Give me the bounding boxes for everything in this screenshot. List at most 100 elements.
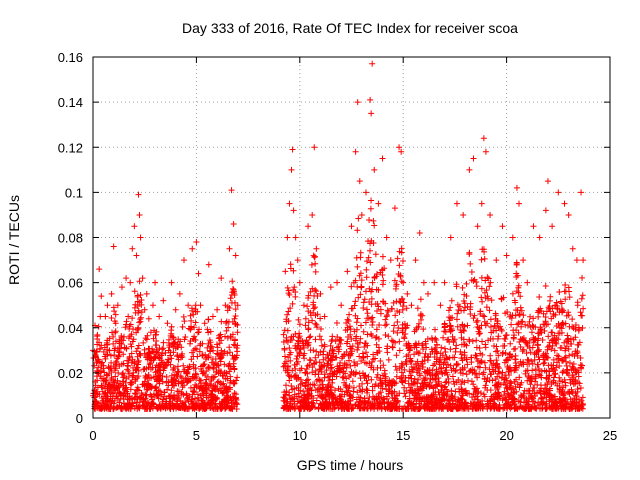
data-point <box>396 403 403 410</box>
data-point <box>444 355 451 362</box>
data-point <box>571 400 578 407</box>
data-point <box>217 331 224 338</box>
data-point <box>556 374 563 381</box>
data-point <box>351 302 358 309</box>
data-point <box>222 375 229 382</box>
data-point <box>125 363 132 370</box>
data-point <box>529 360 536 367</box>
data-point <box>142 400 149 407</box>
data-point <box>281 327 288 334</box>
data-point <box>343 384 350 391</box>
data-point <box>208 359 215 366</box>
data-point <box>115 353 122 360</box>
data-point <box>354 315 361 322</box>
data-point <box>144 332 151 339</box>
data-point <box>495 370 502 377</box>
data-point <box>385 308 392 315</box>
data-point <box>96 346 103 353</box>
data-point <box>437 302 444 309</box>
data-point <box>407 401 414 408</box>
data-point <box>154 392 161 399</box>
data-point <box>216 385 223 392</box>
data-point <box>280 397 287 404</box>
data-point <box>349 343 356 350</box>
data-point <box>98 342 105 349</box>
data-point <box>420 346 427 353</box>
data-point <box>510 335 517 342</box>
data-point <box>565 309 572 316</box>
data-point <box>147 360 154 367</box>
data-point <box>381 399 388 406</box>
data-point <box>305 398 312 405</box>
data-point <box>458 355 465 362</box>
data-point <box>206 337 213 344</box>
data-point <box>415 387 422 394</box>
data-point <box>165 336 172 343</box>
data-point <box>490 327 497 334</box>
data-point <box>301 404 308 411</box>
data-point <box>359 370 366 377</box>
data-point <box>463 293 470 300</box>
data-point <box>234 329 241 336</box>
data-point <box>295 316 302 323</box>
data-point <box>302 340 309 347</box>
data-point <box>490 343 497 350</box>
data-point <box>295 342 302 349</box>
data-point <box>453 200 460 207</box>
data-point <box>318 363 325 370</box>
data-point <box>462 399 469 406</box>
data-point <box>369 359 376 366</box>
data-point <box>326 373 333 380</box>
data-point <box>118 392 125 399</box>
data-point <box>193 239 200 246</box>
data-point <box>155 403 162 410</box>
data-point <box>576 398 583 405</box>
data-point <box>308 393 315 400</box>
data-point <box>449 373 456 380</box>
data-point <box>304 362 311 369</box>
data-point <box>409 388 416 395</box>
data-point <box>341 379 348 386</box>
data-point <box>493 348 500 355</box>
data-point <box>195 270 202 277</box>
data-point <box>305 404 312 411</box>
data-point <box>218 318 225 325</box>
data-point <box>499 350 506 357</box>
data-point <box>114 403 121 410</box>
data-point <box>145 381 152 388</box>
data-point <box>323 367 330 374</box>
data-point <box>389 344 396 351</box>
y-tick-label: 0.04 <box>58 321 83 336</box>
data-point <box>285 354 292 361</box>
data-point <box>334 279 341 286</box>
data-point <box>157 388 164 395</box>
data-point <box>560 402 567 409</box>
data-point <box>191 384 198 391</box>
data-point <box>122 403 129 410</box>
data-point <box>120 360 127 367</box>
data-point <box>142 391 149 398</box>
data-point <box>285 308 292 315</box>
data-point <box>547 297 554 304</box>
data-point <box>128 350 135 357</box>
data-point <box>470 277 477 284</box>
data-point <box>135 367 142 374</box>
data-point <box>372 251 379 258</box>
data-point <box>211 402 218 409</box>
data-point <box>479 298 486 305</box>
data-point <box>291 374 298 381</box>
data-point <box>164 386 171 393</box>
data-point <box>424 353 431 360</box>
data-point <box>280 338 287 345</box>
data-point <box>495 324 502 331</box>
data-point <box>342 370 349 377</box>
data-point <box>460 298 467 305</box>
data-point <box>156 372 163 379</box>
data-point <box>554 306 561 313</box>
data-point <box>383 234 390 241</box>
data-point <box>396 347 403 354</box>
data-point <box>363 360 370 367</box>
data-point <box>482 364 489 371</box>
data-point <box>193 346 200 353</box>
data-point <box>533 404 540 411</box>
